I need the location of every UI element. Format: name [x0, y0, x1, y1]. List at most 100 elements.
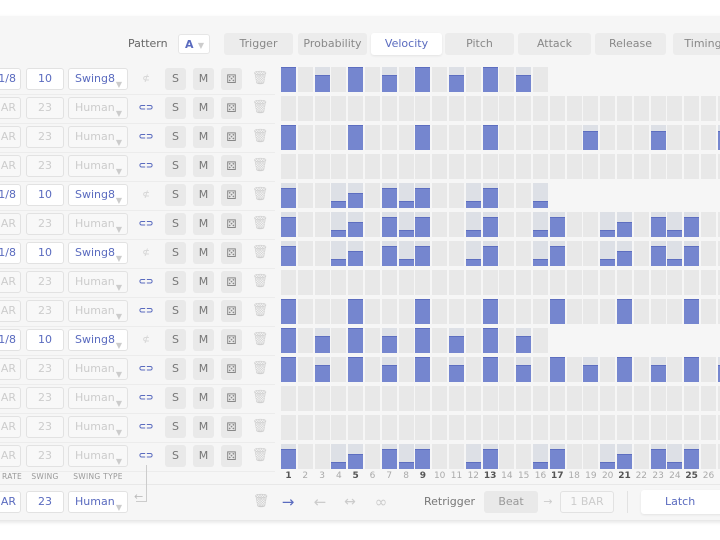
- rate-input[interactable]: 1/8: [0, 242, 21, 264]
- step-cell[interactable]: [566, 415, 582, 440]
- step-cell[interactable]: [650, 444, 666, 469]
- velocity-bar[interactable]: [398, 258, 414, 266]
- step-cell[interactable]: [465, 299, 481, 324]
- swing-type-select[interactable]: Human ▼: [68, 300, 128, 322]
- step-cell[interactable]: [449, 328, 464, 353]
- step-cell[interactable]: [465, 328, 481, 353]
- step-cell[interactable]: [533, 96, 548, 121]
- step-cell[interactable]: [314, 328, 330, 353]
- velocity-bar[interactable]: [281, 217, 296, 237]
- step-cell[interactable]: [566, 241, 582, 266]
- step-cell[interactable]: [432, 386, 448, 411]
- step-cell[interactable]: [533, 241, 548, 266]
- step-cell[interactable]: [701, 386, 716, 411]
- velocity-bar[interactable]: [348, 222, 364, 237]
- step-cell[interactable]: [650, 299, 666, 324]
- step-cell[interactable]: [365, 270, 380, 295]
- trash-icon[interactable]: 🗑: [251, 274, 269, 289]
- step-cell[interactable]: [566, 357, 582, 382]
- step-cell[interactable]: [516, 328, 532, 353]
- step-cell[interactable]: [650, 212, 666, 237]
- step-cell[interactable]: [381, 154, 397, 179]
- velocity-bar[interactable]: [482, 449, 498, 469]
- velocity-bar[interactable]: [314, 74, 330, 92]
- step-cell[interactable]: [549, 357, 565, 382]
- solo-button[interactable]: S: [165, 184, 186, 206]
- step-cell[interactable]: [432, 212, 448, 237]
- velocity-bar[interactable]: [415, 188, 431, 208]
- step-cell[interactable]: [348, 67, 364, 92]
- step-cell[interactable]: [381, 357, 397, 382]
- step-cell[interactable]: [583, 125, 599, 150]
- step-cell[interactable]: [667, 444, 683, 469]
- step-cell[interactable]: [449, 212, 464, 237]
- step-cell[interactable]: [717, 444, 720, 469]
- solo-button[interactable]: S: [165, 126, 186, 148]
- step-cell[interactable]: [482, 270, 498, 295]
- solo-button[interactable]: S: [165, 329, 186, 351]
- step-cell[interactable]: [348, 357, 364, 382]
- velocity-bar[interactable]: [600, 229, 616, 237]
- velocity-bar[interactable]: [482, 188, 498, 208]
- swing-type-select[interactable]: Human ▼: [68, 358, 128, 380]
- step-cell[interactable]: [499, 270, 515, 295]
- step-cell[interactable]: [381, 125, 397, 150]
- swing-input[interactable]: 23: [26, 126, 64, 148]
- trash-icon[interactable]: 🗑: [251, 129, 269, 144]
- step-cell[interactable]: [398, 183, 414, 208]
- swing-type-select[interactable]: Human ▼: [68, 271, 128, 293]
- step-cell[interactable]: [600, 241, 616, 266]
- velocity-bar[interactable]: [482, 328, 498, 353]
- step-cell[interactable]: [533, 415, 548, 440]
- step-cell[interactable]: [533, 212, 548, 237]
- link-icon[interactable]: ⊂⊃: [138, 103, 154, 113]
- step-cell[interactable]: [717, 154, 720, 179]
- velocity-bar[interactable]: [449, 74, 464, 92]
- step-cell[interactable]: [348, 125, 364, 150]
- velocity-bar[interactable]: [549, 217, 565, 237]
- swing-type-select[interactable]: Swing8 ▼: [68, 329, 128, 351]
- tab-trigger[interactable]: Trigger: [224, 33, 293, 55]
- step-cell[interactable]: [583, 386, 599, 411]
- step-cell[interactable]: [331, 386, 347, 411]
- velocity-bar[interactable]: [667, 258, 683, 266]
- global-rate-input[interactable]: 1 BAR: [0, 491, 21, 513]
- step-cell[interactable]: [365, 183, 380, 208]
- step-cell[interactable]: [684, 357, 700, 382]
- step-cell[interactable]: [465, 415, 481, 440]
- step-cell[interactable]: [533, 299, 548, 324]
- step-cell[interactable]: [449, 386, 464, 411]
- swing-type-select[interactable]: Human ▼: [68, 387, 128, 409]
- velocity-bar[interactable]: [348, 193, 364, 208]
- step-cell[interactable]: [499, 415, 515, 440]
- velocity-bar[interactable]: [415, 357, 431, 382]
- step-cell[interactable]: [701, 357, 716, 382]
- step-cell[interactable]: [533, 270, 548, 295]
- step-cell[interactable]: [617, 125, 632, 150]
- randomize-button[interactable]: ⚄: [221, 97, 242, 119]
- solo-button[interactable]: S: [165, 271, 186, 293]
- mute-button[interactable]: M: [193, 358, 214, 380]
- retrigger-mode-button[interactable]: Beat: [484, 491, 538, 513]
- latch-button[interactable]: Latch: [641, 490, 720, 514]
- step-cell[interactable]: [482, 241, 498, 266]
- step-cell[interactable]: [701, 241, 716, 266]
- step-cell[interactable]: [617, 212, 632, 237]
- randomize-button[interactable]: ⚄: [221, 271, 242, 293]
- step-cell[interactable]: [633, 241, 649, 266]
- velocity-bar[interactable]: [533, 258, 548, 266]
- step-cell[interactable]: [701, 270, 716, 295]
- step-cell[interactable]: [297, 154, 313, 179]
- solo-button[interactable]: S: [165, 358, 186, 380]
- trash-icon[interactable]: 🗑: [251, 245, 269, 260]
- mute-button[interactable]: M: [193, 97, 214, 119]
- swing-input[interactable]: 23: [26, 155, 64, 177]
- step-cell[interactable]: [415, 357, 431, 382]
- velocity-bar[interactable]: [381, 246, 397, 266]
- step-cell[interactable]: [516, 154, 532, 179]
- trash-icon[interactable]: 🗑: [251, 361, 269, 376]
- step-cell[interactable]: [415, 154, 431, 179]
- step-cell[interactable]: [365, 444, 380, 469]
- velocity-bar[interactable]: [314, 364, 330, 382]
- step-cell[interactable]: [331, 241, 347, 266]
